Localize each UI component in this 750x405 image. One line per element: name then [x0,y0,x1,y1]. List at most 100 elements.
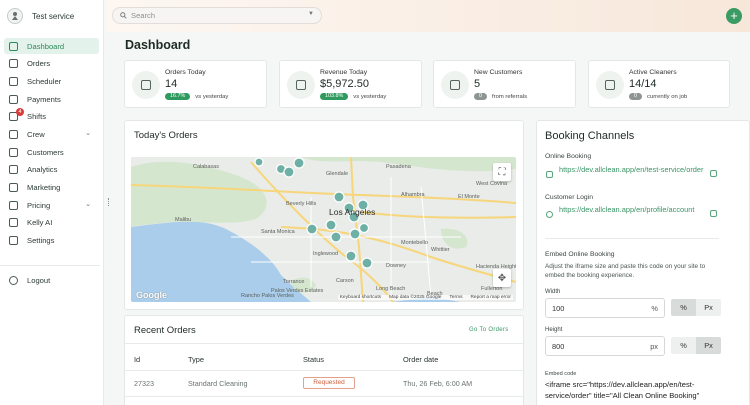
map-place-label: El Monte [458,194,480,200]
add-button[interactable]: + [726,8,742,24]
sidebar-item-analytics[interactable]: Analytics [4,162,99,178]
company-name: Test service [32,11,75,21]
sidebar-nav: Dashboard Orders Scheduler Payments Shifts 4 C… [0,38,103,249]
go-to-orders-link[interactable]: Go To Orders [469,327,509,333]
shifts-icon [9,112,18,122]
status-badge: Requested [303,377,355,389]
height-input[interactable] [552,342,642,351]
sidebar-item-shifts[interactable]: Shifts 4 [4,107,99,125]
crew-icon [9,129,18,139]
sidebar-item-orders[interactable]: Orders [4,56,99,72]
map-attribution-link[interactable]: Report a map error [470,295,511,300]
topbar: ▼ + [105,0,750,32]
sidebar-item-label: Shifts [27,112,46,122]
todays-orders-title: Today's Orders [134,130,198,141]
order-date: Thu, 26 Feb, 6:00 AM [403,379,473,388]
height-label: Height [545,327,563,333]
stat-value: $5,972.50 [320,78,369,90]
pricing-icon [9,200,18,210]
recent-orders-panel [124,315,524,405]
map-attribution: Keyboard shortcuts Map data ©2025 Google T… [337,295,513,300]
sidebar-item-label: Marketing [27,183,61,192]
height-unit-percent[interactable]: % [671,337,696,354]
width-label: Width [545,289,561,295]
embed-booking-note: Adjust the iframe size and paste this co… [545,263,706,279]
sidebar-item-label: Settings [27,236,55,246]
table-header-status[interactable]: Status [303,355,324,364]
booking-channels-title: Booking Channels [545,130,635,142]
stat-card-active-cleaners: Active Cleaners 14/14 0 currently on job [588,60,730,108]
booking-channels-panel [536,120,750,405]
chevron-down-icon[interactable]: ▼ [308,11,314,17]
order-id: 27323 [134,379,154,388]
width-input[interactable] [552,304,642,313]
recent-orders-title: Recent Orders [134,325,196,336]
height-unit-toggle: % Px [671,337,721,354]
map-place-label: Fullerton [481,286,503,292]
table-header-order-date[interactable]: Order date [403,355,439,364]
brand[interactable]: Test service [0,0,103,32]
customer-login-url[interactable]: https://dev.allclean.app/en/profile/acco… [559,205,695,214]
sidebar-item-customers[interactable]: Customers [4,144,99,160]
stat-value: 5 [474,78,481,90]
map-place-label: Glendale [326,171,349,177]
embed-code-label: Embed code [545,371,577,377]
table-header-id[interactable]: Id [134,355,141,364]
stat-change-badge: 0 [629,93,642,100]
sidebar-item-dashboard[interactable]: Dashboard [4,38,99,54]
stat-label: Orders Today [165,69,206,76]
sidebar-item-pricing[interactable]: Pricing ⌄ [4,197,99,213]
sidebar-item-label: Orders [27,59,51,69]
copy-online-url-icon[interactable] [710,170,717,177]
map-attribution-link[interactable]: Terms [449,295,463,300]
chevron-down-icon[interactable]: ⌄ [85,201,91,209]
search-box[interactable]: ▼ [112,7,322,24]
map-attribution-link[interactable]: Keyboard shortcuts [339,295,382,300]
sidebar-item-scheduler[interactable]: Scheduler [4,73,99,89]
sidebar-divider [0,264,100,266]
map-place-label: Beach [427,291,443,297]
link-icon [546,171,553,178]
stat-footer-text: vs yesterday [353,93,387,100]
width-unit-percent[interactable]: % [671,299,696,316]
sidebar-item-settings[interactable]: Settings [4,233,99,249]
map-camera-control[interactable]: ✥ [493,269,511,287]
stat-value: 14 [165,78,178,90]
map-attribution-link[interactable]: Map data ©2025 Google [389,295,442,300]
online-booking-label: Online Booking [545,153,592,160]
width-unit-px[interactable]: Px [696,299,721,316]
stat-card-orders-today: Orders Today 14 16.7% vs yesterday [124,60,267,108]
booking-divider [545,238,719,239]
width-field[interactable]: % [545,298,665,318]
search-input[interactable] [131,11,301,20]
map-place-label: Pasadena [386,164,411,170]
payments-icon [9,94,18,104]
analytics-icon [9,165,18,175]
copy-login-url-icon[interactable] [710,210,717,217]
sidebar-item-crew[interactable]: Crew ⌄ [4,126,99,142]
fullscreen-button[interactable]: ⛶ [493,163,511,181]
sidebar-item-kelly-ai[interactable]: Kelly AI [4,215,99,231]
map-place-label: Palos Verdes Estates [271,288,324,294]
sidebar-item-label: Customers [27,147,64,157]
chevron-down-icon[interactable]: ⌄ [85,130,91,138]
sidebar-item-marketing[interactable]: Marketing [4,180,99,196]
stat-change-badge: 16.7% [165,93,191,100]
sidebar-item-payments[interactable]: Payments [4,91,99,107]
ai-icon [9,218,18,228]
map-place-label: Rancho Palos Verdes [241,293,294,299]
height-unit-px[interactable]: Px [696,337,721,354]
embed-code[interactable]: <iframe src="https://dev.allclean.app/en… [545,380,700,400]
logout-button[interactable]: Logout [4,273,99,289]
table-header-type[interactable]: Type [188,355,205,364]
height-field[interactable]: px [545,336,665,356]
online-booking-url[interactable]: https://dev.allclean.app/en/test-service… [559,165,704,174]
gear-icon [9,236,18,246]
marketing-icon [9,183,18,192]
search-icon [120,12,127,19]
google-logo: Google [136,290,167,300]
sidebar-item-label: Pricing [27,200,51,210]
sidebar-resize-handle[interactable] [108,198,110,206]
stat-change-badge: 0 [474,93,487,100]
orders-map[interactable]: Calabasas Glendale Pasadena Beverly Hills Lo… [131,157,516,302]
